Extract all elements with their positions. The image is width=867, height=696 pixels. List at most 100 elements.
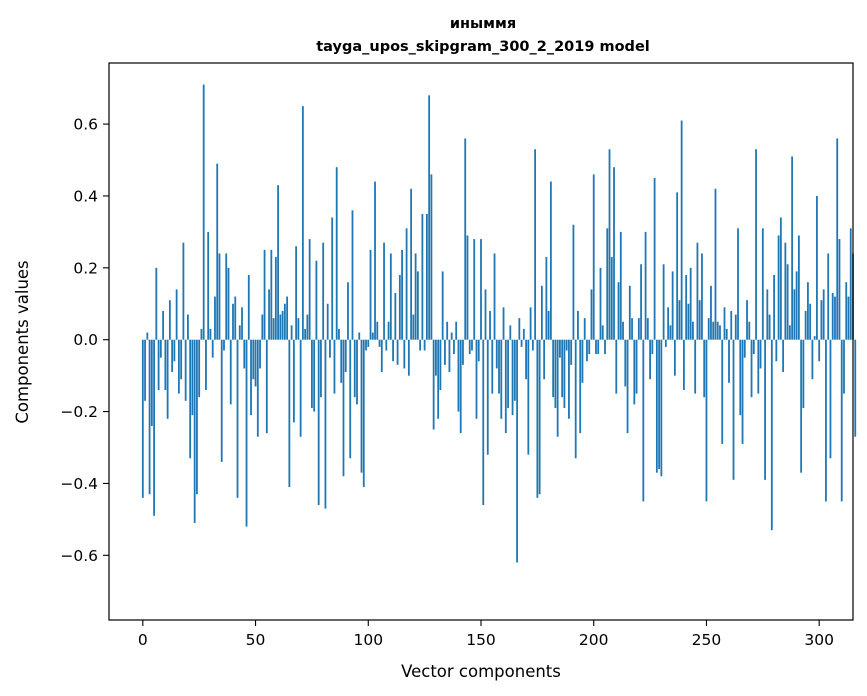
bar-245 bbox=[694, 339, 697, 394]
bar-17 bbox=[180, 339, 183, 380]
bar-260 bbox=[728, 339, 730, 383]
bar-86 bbox=[335, 167, 338, 340]
bar-286 bbox=[786, 264, 789, 340]
bar-288 bbox=[791, 156, 794, 340]
bar-64 bbox=[286, 296, 289, 340]
bar-5 bbox=[153, 339, 155, 516]
bar-196 bbox=[583, 318, 586, 340]
bar-63 bbox=[283, 303, 286, 340]
bar-150 bbox=[480, 239, 482, 340]
bar-289 bbox=[793, 289, 796, 340]
bar-107 bbox=[383, 242, 385, 340]
bar-128 bbox=[430, 174, 433, 340]
bar-177 bbox=[540, 285, 543, 340]
bar-158 bbox=[498, 339, 500, 394]
bar-6 bbox=[155, 267, 158, 340]
bar-139 bbox=[455, 321, 458, 340]
bar-243 bbox=[689, 267, 692, 340]
bar-254 bbox=[714, 188, 717, 340]
bar-123 bbox=[419, 339, 422, 351]
bar-234 bbox=[669, 325, 672, 340]
bar-121 bbox=[414, 253, 417, 340]
bar-242 bbox=[687, 303, 690, 340]
bar-258 bbox=[723, 307, 726, 340]
bar-261 bbox=[730, 310, 733, 340]
bar-252 bbox=[710, 285, 712, 340]
bar-147 bbox=[473, 239, 476, 340]
bar-169 bbox=[522, 328, 525, 340]
bar-98 bbox=[362, 339, 365, 488]
bar-67 bbox=[292, 339, 295, 423]
bar-293 bbox=[802, 339, 805, 408]
bar-97 bbox=[360, 339, 363, 473]
bar-266 bbox=[741, 339, 744, 444]
bar-145 bbox=[468, 339, 471, 355]
bar-262 bbox=[732, 339, 735, 480]
bar-55 bbox=[265, 339, 268, 434]
bar-268 bbox=[746, 300, 748, 340]
bar-118 bbox=[407, 339, 410, 376]
bar-18 bbox=[182, 242, 185, 340]
bar-302 bbox=[822, 289, 825, 340]
bar-240 bbox=[683, 339, 685, 391]
bar-58 bbox=[272, 318, 275, 340]
bar-189 bbox=[568, 339, 570, 419]
x-tick-label: 50 bbox=[246, 631, 266, 649]
bar-53 bbox=[261, 314, 264, 340]
bar-9 bbox=[162, 310, 165, 340]
bar-207 bbox=[608, 149, 611, 340]
bar-198 bbox=[588, 339, 591, 355]
bar-257 bbox=[721, 339, 724, 444]
bar-83 bbox=[329, 339, 331, 358]
bar-219 bbox=[635, 339, 638, 394]
bar-106 bbox=[380, 339, 383, 373]
bar-13 bbox=[171, 339, 174, 373]
bar-229 bbox=[658, 339, 661, 470]
bar-275 bbox=[761, 228, 764, 340]
bar-101 bbox=[369, 249, 372, 340]
bar-186 bbox=[561, 339, 564, 398]
bar-225 bbox=[649, 339, 651, 380]
bar-30 bbox=[209, 328, 212, 340]
bar-190 bbox=[570, 339, 573, 365]
bar-133 bbox=[441, 271, 444, 340]
bar-45 bbox=[243, 339, 246, 369]
bar-68 bbox=[295, 246, 298, 340]
bar-40 bbox=[232, 303, 234, 340]
bar-74 bbox=[308, 239, 311, 340]
bar-264 bbox=[737, 228, 739, 340]
bar-200 bbox=[592, 174, 595, 340]
bar-116 bbox=[403, 339, 406, 369]
bar-49 bbox=[252, 339, 255, 380]
bar-34 bbox=[218, 253, 221, 340]
bar-235 bbox=[671, 271, 674, 340]
bar-227 bbox=[653, 177, 656, 340]
x-axis-ticks: 0 50 100 150 200 250 300 bbox=[138, 620, 834, 649]
bar-188 bbox=[565, 339, 568, 351]
bar-89 bbox=[342, 339, 345, 477]
bar-173 bbox=[531, 339, 534, 351]
bar-231 bbox=[662, 264, 665, 340]
bar-29 bbox=[207, 231, 210, 340]
bar-303 bbox=[825, 339, 827, 502]
bar-291 bbox=[797, 235, 800, 340]
bar-11 bbox=[166, 339, 169, 419]
bar-228 bbox=[655, 339, 658, 473]
bar-233 bbox=[667, 307, 670, 340]
bar-36 bbox=[223, 339, 225, 351]
bar-75 bbox=[311, 339, 313, 408]
bar-46 bbox=[245, 339, 248, 527]
bar-230 bbox=[660, 339, 663, 477]
bar-117 bbox=[405, 228, 408, 340]
bar-33 bbox=[216, 163, 219, 340]
bar-184 bbox=[556, 339, 559, 437]
bar-135 bbox=[446, 321, 449, 340]
bar-176 bbox=[538, 339, 541, 495]
bar-79 bbox=[320, 339, 322, 398]
bar-113 bbox=[396, 339, 399, 365]
bar-56 bbox=[268, 289, 270, 340]
bar-141 bbox=[459, 339, 462, 434]
bar-178 bbox=[543, 339, 546, 380]
bar-94 bbox=[353, 339, 356, 398]
bar-85 bbox=[333, 339, 336, 394]
